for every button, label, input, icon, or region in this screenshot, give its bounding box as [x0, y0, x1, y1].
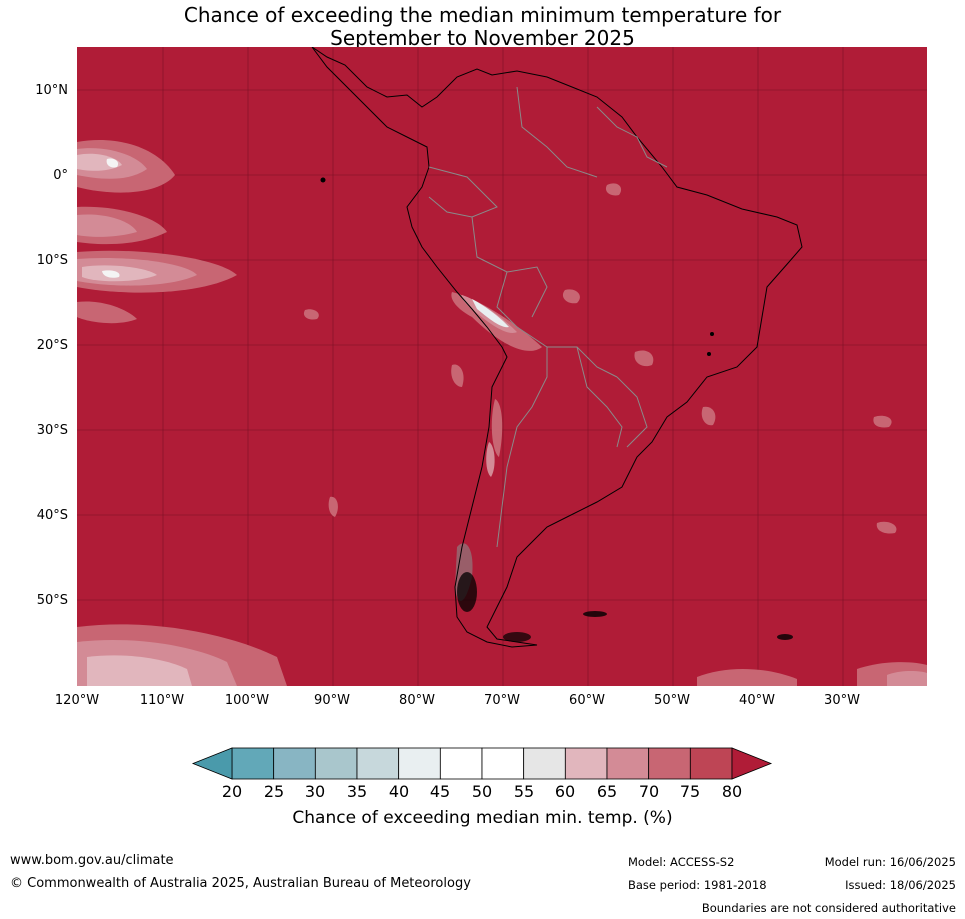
colorbar-tick-30: 30 — [304, 782, 326, 801]
colorbar-cell — [689, 747, 733, 780]
lat-label-40s: 40°S — [36, 508, 68, 523]
colorbar-tick-80: 80 — [721, 782, 743, 801]
lat-label-10n: 10°N — [35, 83, 68, 98]
issued-text: Issued: 18/06/2025 — [845, 878, 956, 892]
lon-label-40w: 40°W — [739, 693, 775, 708]
colorbar-tick-75: 75 — [679, 782, 701, 801]
lon-label-50w: 50°W — [654, 693, 690, 708]
disclaimer-text: Boundaries are not considered authoritat… — [701, 901, 956, 915]
country-boundaries — [428, 86, 668, 548]
lon-label-90w: 90°W — [314, 693, 350, 708]
colorbar-low-extend — [191, 747, 233, 780]
title-line-1: Chance of exceeding the median minimum t… — [183, 3, 782, 27]
island-details — [320, 177, 793, 642]
colorbar-tick-65: 65 — [596, 782, 618, 801]
colorbar-tick-25: 25 — [263, 782, 285, 801]
map-gridlines — [77, 47, 927, 686]
lon-label-110w: 110°W — [139, 693, 185, 708]
lon-label-60w: 60°W — [569, 693, 605, 708]
colorbar-cell — [481, 747, 525, 780]
colorbar-tick-35: 35 — [346, 782, 368, 801]
colorbar-cell — [439, 747, 483, 780]
website-link[interactable]: www.bom.gov.au/climate — [10, 853, 174, 868]
colorbar-cell — [648, 747, 691, 780]
colorbar-tick-40: 40 — [388, 782, 410, 801]
lon-label-80w: 80°W — [399, 693, 435, 708]
colorbar-cell — [564, 747, 608, 780]
colorbar-tick-70: 70 — [638, 782, 660, 801]
model-text: Model: ACCESS-S2 — [628, 855, 735, 869]
colorbar-cell — [356, 747, 400, 780]
lat-label-50s: 50°S — [36, 593, 68, 608]
probability-patches — [77, 140, 927, 686]
colorbar-cell — [606, 747, 650, 780]
lon-label-70w: 70°W — [484, 693, 520, 708]
colorbar-cell — [273, 747, 316, 780]
colorbar-high-extend — [731, 747, 773, 780]
title-line-2: September to November 2025 — [330, 26, 635, 50]
model-run-text: Model run: 16/06/2025 — [824, 855, 956, 869]
coastline — [311, 47, 803, 648]
colorbar — [191, 747, 773, 780]
lat-label-10s: 10°S — [36, 253, 68, 268]
copyright-text: © Commonwealth of Australia 2025, Austra… — [10, 876, 471, 891]
lat-label-30s: 30°S — [36, 423, 68, 438]
colorbar-cells — [231, 747, 733, 780]
lat-label-0: 0° — [53, 168, 68, 183]
forecast-map — [77, 47, 927, 686]
chart-title: Chance of exceeding the median minimum t… — [0, 4, 965, 50]
base-period-text: Base period: 1981-2018 — [628, 878, 767, 892]
colorbar-tick-45: 45 — [429, 782, 451, 801]
lon-label-30w: 30°W — [824, 693, 860, 708]
map-svg — [77, 47, 927, 686]
lon-label-120w: 120°W — [54, 693, 100, 708]
colorbar-tick-55: 55 — [513, 782, 535, 801]
colorbar-tick-50: 50 — [471, 782, 493, 801]
colorbar-title: Chance of exceeding median min. temp. (%… — [292, 808, 673, 828]
lat-label-20s: 20°S — [36, 338, 68, 353]
colorbar-cell — [314, 747, 358, 780]
colorbar-cell — [231, 747, 275, 780]
colorbar-cell — [523, 747, 566, 780]
colorbar-tick-60: 60 — [554, 782, 576, 801]
colorbar-cell — [398, 747, 441, 780]
colorbar-tick-20: 20 — [221, 782, 243, 801]
lon-label-100w: 100°W — [224, 693, 270, 708]
